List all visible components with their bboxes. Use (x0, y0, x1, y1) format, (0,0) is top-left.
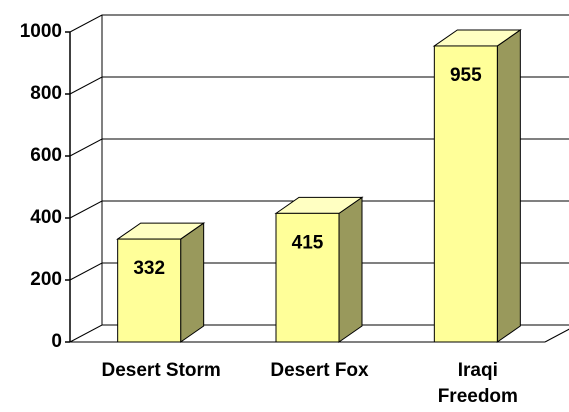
bar-side (338, 196, 363, 343)
grid-line (69, 138, 569, 157)
data-label: 415 (292, 232, 324, 253)
data-label: 332 (133, 258, 165, 279)
y-tick-label: 1000 (20, 21, 62, 42)
y-tick-label: 600 (30, 145, 62, 166)
grid-line (69, 200, 569, 219)
y-tick-label: 400 (30, 207, 62, 228)
bar (117, 238, 182, 343)
x-tick-label: Desert Storm (101, 360, 221, 381)
y-tick-label: 800 (30, 83, 62, 104)
bar (433, 45, 498, 343)
grid-line (69, 262, 569, 281)
y-tick-label: 200 (30, 269, 62, 290)
x-tick-label: Iraqi Freedom (437, 360, 518, 407)
grid-line (69, 76, 569, 95)
y-tick-label: 0 (51, 331, 62, 352)
bar-side (180, 222, 205, 343)
x-tick-label: Desert Fox (270, 360, 369, 381)
data-label: 955 (450, 65, 482, 86)
bar (275, 212, 340, 343)
grid-line (69, 324, 569, 343)
floor-right (544, 328, 569, 343)
bar-side (496, 28, 521, 343)
grid-line (69, 14, 569, 33)
